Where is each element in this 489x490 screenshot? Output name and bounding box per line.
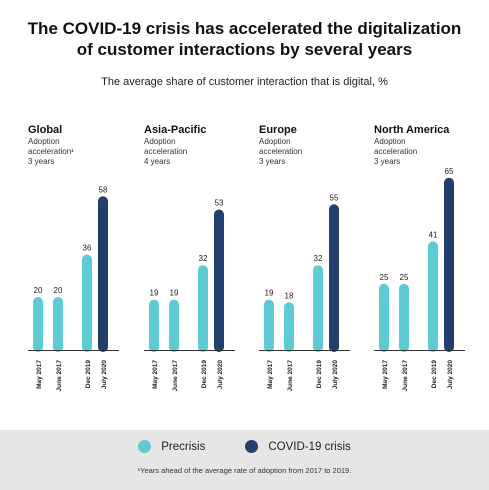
bar-precrisis [149, 299, 159, 352]
panel-adoption-years: 4 years [144, 157, 170, 166]
panel-region-label: Asia-Pacific [144, 124, 206, 136]
panel-adoption-label-2: acceleration [374, 147, 417, 156]
bar-precrisis [169, 299, 179, 352]
legend: Precrisis COVID-19 crisis [0, 440, 489, 453]
chart-title: The COVID-19 crisis has accelerated the … [0, 18, 489, 60]
legend-swatch-precrisis [138, 440, 152, 453]
legend-label-covid: COVID-19 crisis [268, 440, 351, 453]
legend-swatch-covid [245, 440, 259, 453]
panel-adoption-label: Adoption [28, 137, 60, 146]
tick-label: Dec 2019 [85, 360, 92, 389]
bar-value-label: 65 [445, 167, 454, 176]
legend-item-covid: COVID-19 crisis [245, 440, 351, 453]
bar-value-label: 32 [314, 254, 323, 263]
chart-subtitle: The average share of customer interactio… [101, 76, 388, 88]
bar-covid [444, 177, 454, 352]
bar-covid [329, 204, 339, 352]
bar-value-label: 20 [34, 286, 43, 295]
bar-value-label: 18 [285, 291, 294, 300]
tick-label: July 2020 [217, 360, 224, 390]
tick-label: Dec 2019 [316, 360, 323, 389]
bar-value-label: 19 [265, 289, 274, 298]
panel-adoption-label: Adoption [374, 137, 406, 146]
tick-label: July 2020 [101, 360, 108, 390]
chart-title-line-1: The COVID-19 crisis has accelerated the … [27, 19, 462, 38]
tick-label: July 2020 [447, 360, 454, 390]
bar-value-label: 19 [150, 289, 159, 298]
bar-precrisis [313, 265, 323, 352]
panel-region-label: Global [28, 124, 62, 136]
footnote: ¹Years ahead of the average rate of adop… [137, 466, 352, 475]
bar-value-label: 55 [330, 193, 339, 202]
bar-value-label: 19 [170, 289, 179, 298]
panel-adoption-label: Adoption [144, 137, 176, 146]
tick-label: Dec 2019 [431, 360, 438, 389]
bar-precrisis [284, 302, 294, 352]
tick-label: July 2020 [332, 360, 339, 390]
panel-adoption-label-2: acceleration¹ [28, 147, 74, 156]
bar-value-label: 36 [83, 244, 92, 253]
bar-value-label: 58 [99, 185, 108, 194]
panel-adoption-years: 3 years [259, 157, 285, 166]
tick-label: May 2017 [152, 360, 159, 389]
bar-value-label: 20 [54, 286, 63, 295]
bar-precrisis [33, 297, 43, 352]
bar-precrisis [82, 254, 92, 352]
bar-value-label: 32 [199, 254, 208, 263]
bar-precrisis [53, 297, 63, 352]
tick-label: Dec 2019 [201, 360, 208, 389]
tick-label: June 2017 [287, 360, 294, 392]
bar-covid [98, 196, 108, 352]
panel-region-label: Europe [259, 124, 297, 136]
panel-region-label: North America [374, 124, 450, 136]
bar-precrisis [198, 265, 208, 352]
tick-label: June 2017 [402, 360, 409, 392]
tick-label: May 2017 [36, 360, 43, 389]
bar-precrisis [264, 299, 274, 352]
legend-band [0, 430, 489, 490]
bar-covid [214, 209, 224, 352]
bar-value-label: 41 [429, 230, 438, 239]
tick-label: June 2017 [56, 360, 63, 392]
panel-adoption-years: 3 years [28, 157, 54, 166]
legend-item-precrisis: Precrisis [138, 440, 205, 453]
chart-title-line-2: of customer interactions by several year… [76, 40, 413, 59]
tick-label: May 2017 [382, 360, 389, 389]
bar-precrisis [428, 241, 438, 352]
tick-label: June 2017 [172, 360, 179, 392]
panel-adoption-label-2: acceleration [144, 147, 187, 156]
panel-adoption-label-2: acceleration [259, 147, 302, 156]
panel-adoption-years: 3 years [374, 157, 400, 166]
bar-value-label: 25 [380, 273, 389, 282]
panel-adoption-label: Adoption [259, 137, 291, 146]
bar-precrisis [399, 283, 409, 352]
tick-label: May 2017 [267, 360, 274, 389]
legend-label-precrisis: Precrisis [161, 440, 206, 453]
bar-precrisis [379, 283, 389, 352]
bar-value-label: 25 [400, 273, 409, 282]
bar-value-label: 53 [215, 199, 224, 208]
